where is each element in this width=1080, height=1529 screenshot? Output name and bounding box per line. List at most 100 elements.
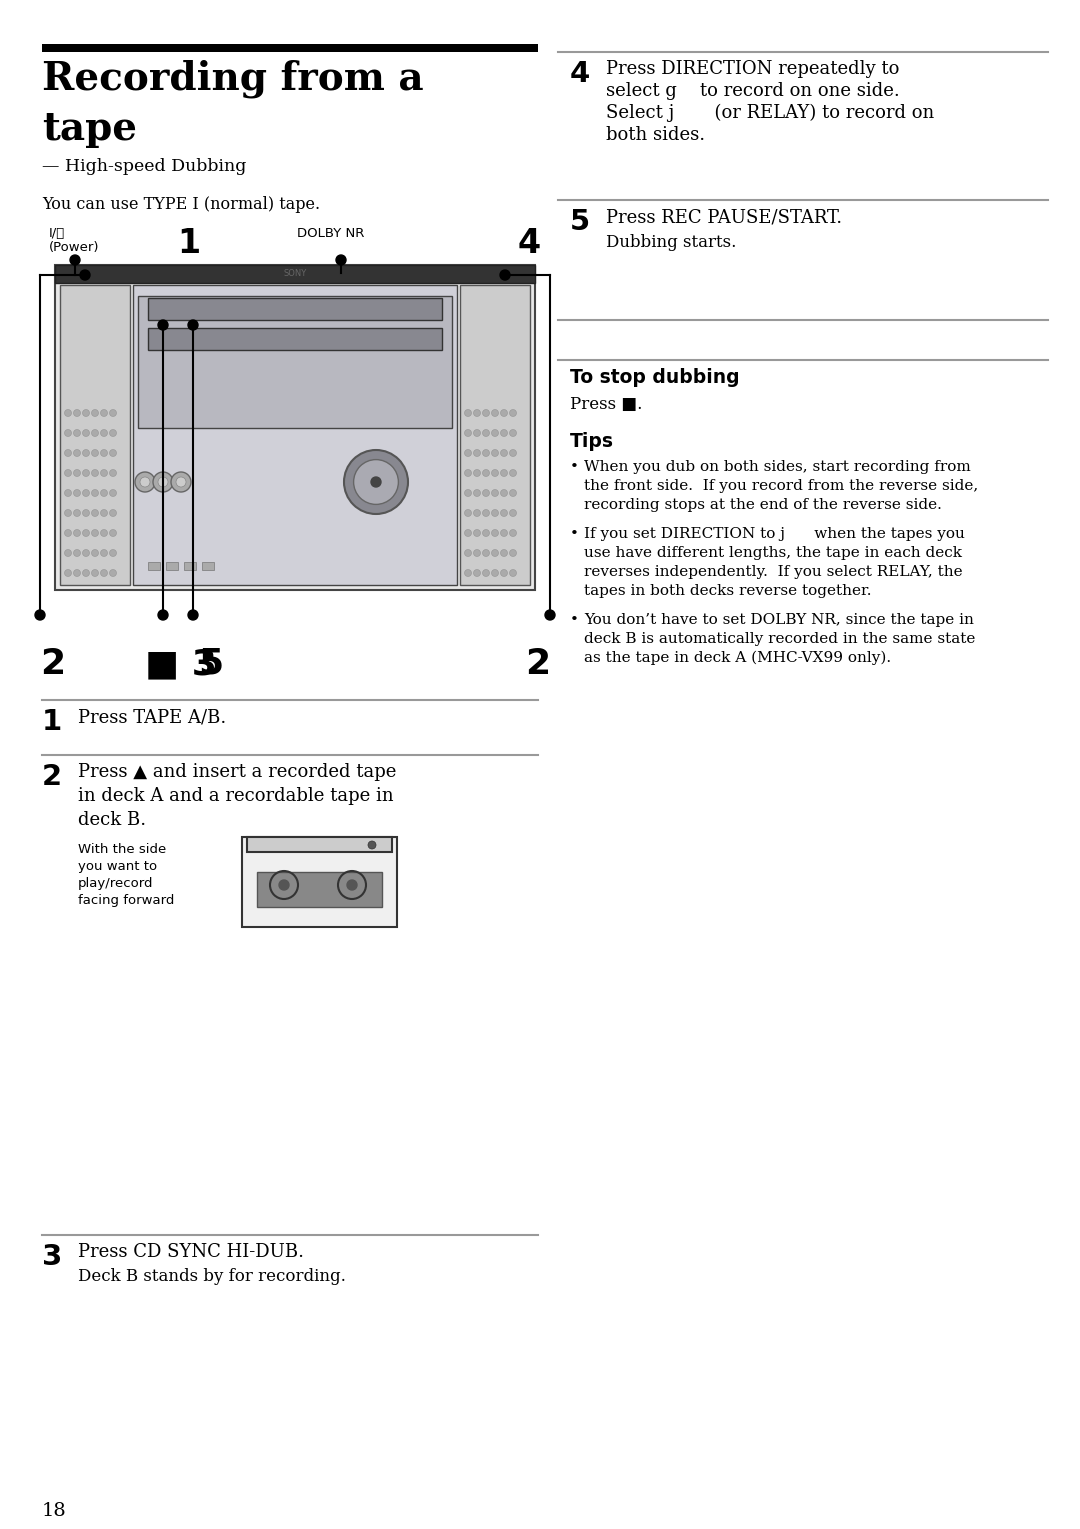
Circle shape — [82, 450, 90, 457]
Text: 1: 1 — [42, 708, 63, 735]
Circle shape — [473, 450, 481, 457]
Text: SONY: SONY — [283, 269, 307, 278]
Bar — [148, 329, 442, 350]
Circle shape — [500, 489, 508, 497]
Circle shape — [158, 610, 168, 619]
Text: When you dub on both sides, start recording from: When you dub on both sides, start record… — [584, 460, 971, 474]
Text: •: • — [570, 460, 579, 474]
Circle shape — [510, 549, 516, 557]
Text: tapes in both decks reverse together.: tapes in both decks reverse together. — [584, 584, 872, 598]
Bar — [460, 284, 530, 586]
Circle shape — [336, 255, 346, 265]
Circle shape — [109, 549, 117, 557]
Circle shape — [500, 529, 508, 537]
Circle shape — [500, 271, 510, 280]
Circle shape — [464, 450, 472, 457]
Circle shape — [82, 469, 90, 477]
Circle shape — [347, 881, 357, 890]
Circle shape — [510, 469, 516, 477]
Circle shape — [473, 549, 481, 557]
Circle shape — [109, 410, 117, 416]
Circle shape — [500, 549, 508, 557]
Text: Press REC PAUSE/START.: Press REC PAUSE/START. — [606, 208, 842, 226]
Circle shape — [473, 430, 481, 436]
Text: Press ■.: Press ■. — [570, 396, 643, 413]
Circle shape — [491, 489, 499, 497]
Circle shape — [65, 430, 71, 436]
Circle shape — [500, 469, 508, 477]
Text: Press TAPE A/B.: Press TAPE A/B. — [78, 708, 226, 726]
Circle shape — [82, 549, 90, 557]
Bar — [202, 563, 214, 570]
Text: — High-speed Dubbing: — High-speed Dubbing — [42, 157, 246, 174]
Text: in deck A and a recordable tape in: in deck A and a recordable tape in — [78, 787, 393, 804]
Bar — [55, 265, 535, 590]
Text: Select j       (or RELAY) to record on: Select j (or RELAY) to record on — [606, 104, 934, 122]
Circle shape — [100, 450, 108, 457]
Circle shape — [483, 430, 489, 436]
Circle shape — [65, 549, 71, 557]
Circle shape — [491, 509, 499, 517]
Circle shape — [510, 410, 516, 416]
Bar — [184, 563, 195, 570]
Circle shape — [491, 469, 499, 477]
Circle shape — [92, 509, 98, 517]
Circle shape — [109, 450, 117, 457]
Circle shape — [176, 477, 186, 488]
Text: 2: 2 — [42, 763, 63, 790]
Circle shape — [510, 489, 516, 497]
Bar — [133, 284, 457, 586]
Text: With the side: With the side — [78, 842, 166, 856]
Circle shape — [345, 450, 408, 514]
Circle shape — [491, 569, 499, 576]
Circle shape — [135, 472, 156, 492]
Bar — [60, 284, 130, 586]
Circle shape — [483, 469, 489, 477]
Text: use have different lengths, the tape in each deck: use have different lengths, the tape in … — [584, 546, 962, 560]
Circle shape — [483, 509, 489, 517]
Circle shape — [464, 569, 472, 576]
Circle shape — [510, 509, 516, 517]
Circle shape — [153, 472, 173, 492]
Circle shape — [510, 569, 516, 576]
Circle shape — [368, 841, 376, 849]
Text: select g    to record on one side.: select g to record on one side. — [606, 83, 900, 99]
Text: 5: 5 — [198, 647, 224, 680]
Circle shape — [109, 430, 117, 436]
Text: 4: 4 — [570, 60, 591, 89]
Circle shape — [464, 489, 472, 497]
Circle shape — [464, 410, 472, 416]
Circle shape — [510, 430, 516, 436]
Circle shape — [473, 469, 481, 477]
Circle shape — [109, 469, 117, 477]
Circle shape — [92, 489, 98, 497]
Circle shape — [188, 610, 198, 619]
Circle shape — [65, 509, 71, 517]
Bar — [257, 872, 382, 907]
Text: tape: tape — [42, 110, 137, 148]
Text: the front side.  If you record from the reverse side,: the front side. If you record from the r… — [584, 479, 978, 492]
Circle shape — [473, 410, 481, 416]
Bar — [247, 836, 392, 852]
Text: Tips: Tips — [570, 433, 615, 451]
Circle shape — [464, 430, 472, 436]
Circle shape — [500, 569, 508, 576]
Circle shape — [65, 489, 71, 497]
Circle shape — [500, 410, 508, 416]
Circle shape — [188, 320, 198, 330]
Circle shape — [483, 410, 489, 416]
Circle shape — [483, 549, 489, 557]
Text: Dubbing starts.: Dubbing starts. — [606, 234, 737, 251]
Text: Press ▲ and insert a recorded tape: Press ▲ and insert a recorded tape — [78, 763, 396, 781]
Text: 2: 2 — [40, 647, 65, 680]
Text: (Power): (Power) — [49, 242, 99, 254]
Circle shape — [73, 410, 81, 416]
Circle shape — [73, 529, 81, 537]
Circle shape — [92, 410, 98, 416]
Circle shape — [73, 469, 81, 477]
Circle shape — [500, 509, 508, 517]
Text: Press DIRECTION repeatedly to: Press DIRECTION repeatedly to — [606, 60, 900, 78]
Circle shape — [100, 549, 108, 557]
Circle shape — [510, 529, 516, 537]
Text: I/⏻: I/⏻ — [49, 226, 65, 240]
